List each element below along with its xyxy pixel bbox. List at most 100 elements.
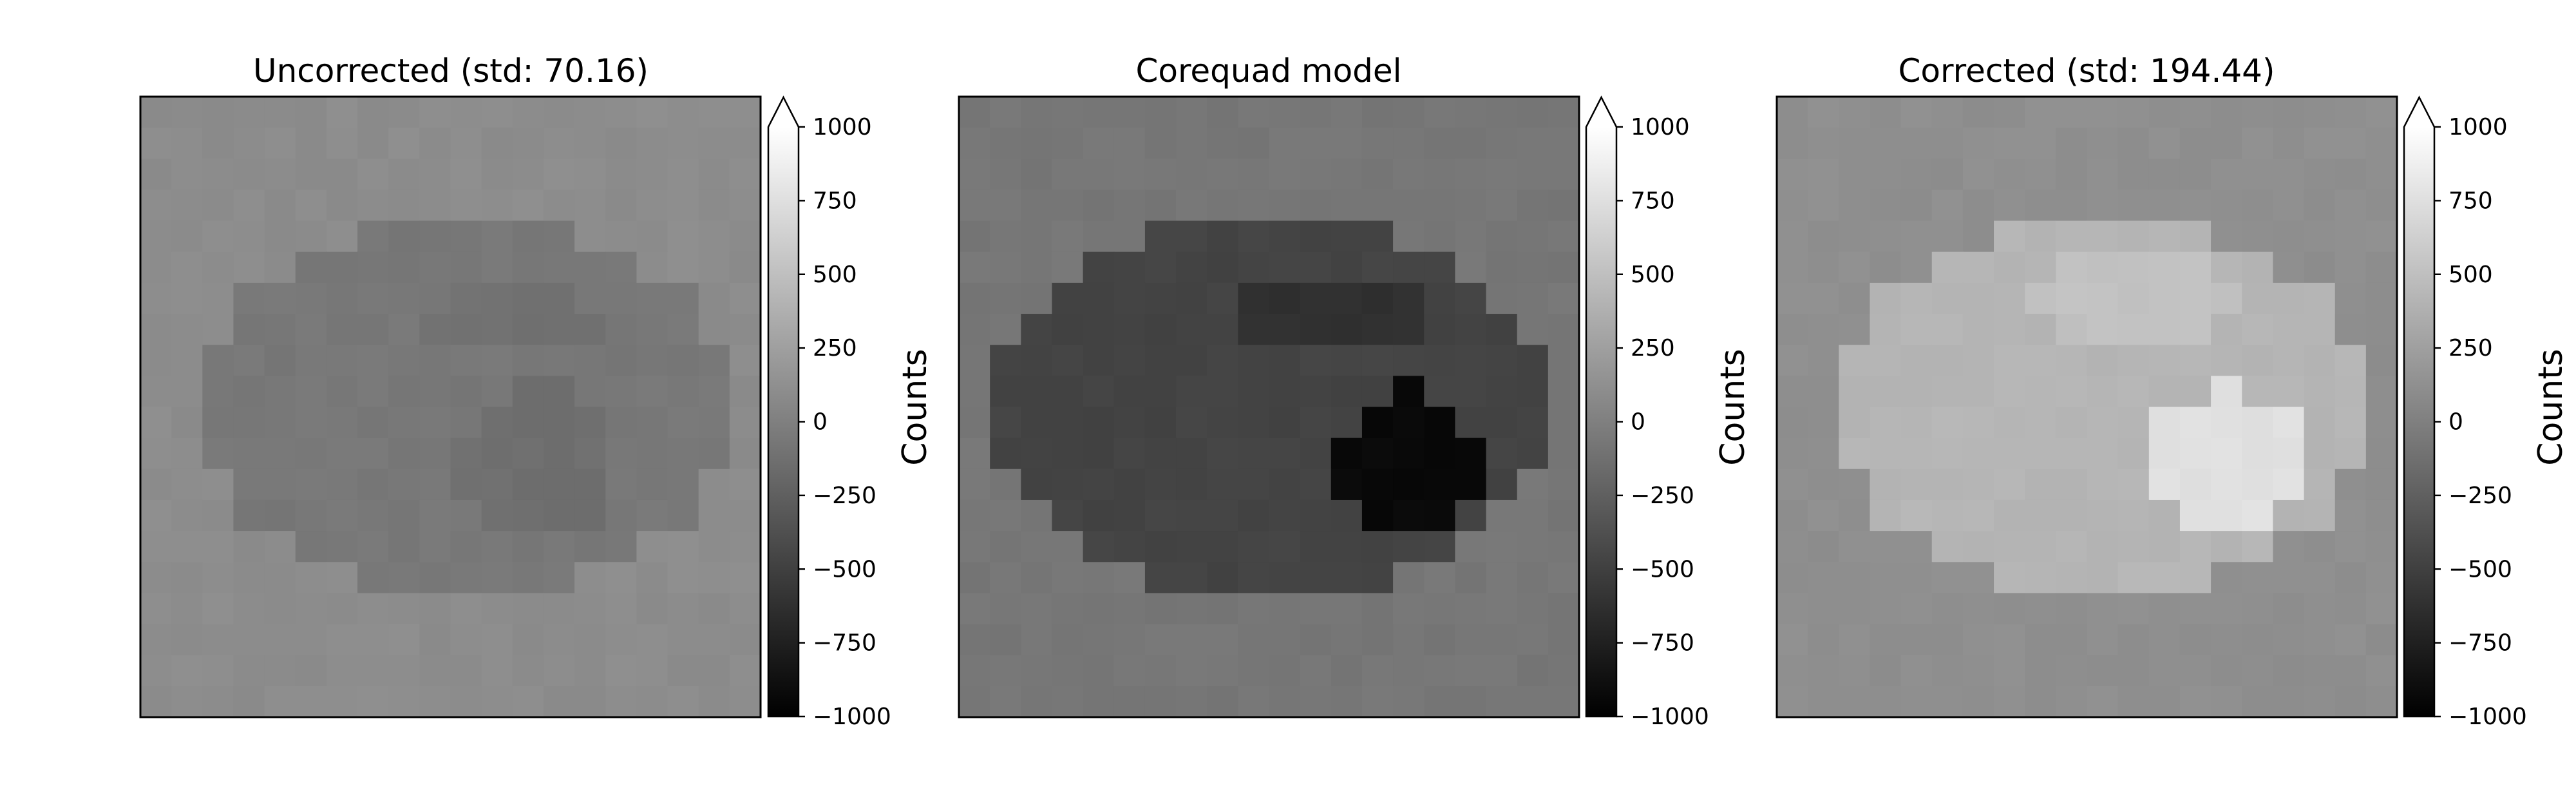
heatmap-cell bbox=[264, 189, 296, 222]
heatmap-cell bbox=[574, 686, 606, 718]
heatmap-cell bbox=[1176, 251, 1208, 284]
heatmap-cell bbox=[959, 251, 990, 284]
heatmap-cell bbox=[1962, 220, 1994, 253]
colorbar-tick-label: 750 bbox=[2448, 188, 2493, 214]
heatmap-cell bbox=[543, 376, 575, 408]
heatmap-cell bbox=[729, 562, 761, 593]
heatmap-cell bbox=[2148, 159, 2181, 191]
heatmap-cell bbox=[605, 562, 637, 593]
heatmap-cell bbox=[2304, 468, 2336, 501]
heatmap-cell bbox=[1486, 345, 1518, 376]
heatmap-cell bbox=[202, 531, 234, 563]
heatmap-cell bbox=[1393, 562, 1425, 593]
heatmap-cell bbox=[1238, 251, 1270, 284]
heatmap-cell bbox=[1176, 159, 1208, 191]
heatmap-cell bbox=[1962, 159, 1994, 191]
heatmap-cell bbox=[2087, 686, 2119, 718]
heatmap-cell bbox=[1839, 624, 1871, 656]
heatmap-cell bbox=[1113, 159, 1146, 191]
heatmap-cell bbox=[667, 97, 699, 128]
heatmap-cell bbox=[388, 159, 420, 191]
heatmap-cell bbox=[1021, 376, 1053, 408]
heatmap-cell bbox=[295, 593, 327, 625]
heatmap-cell bbox=[2056, 531, 2088, 563]
heatmap-cell bbox=[1839, 345, 1871, 376]
heatmap-cell bbox=[1238, 314, 1270, 345]
heatmap-cell bbox=[450, 128, 482, 159]
heatmap-cell bbox=[1176, 438, 1208, 470]
heatmap-cell bbox=[1331, 251, 1363, 284]
heatmap-cell bbox=[2025, 562, 2056, 593]
heatmap-cell bbox=[1962, 345, 1994, 376]
heatmap-cell bbox=[1052, 345, 1084, 376]
heatmap-cell bbox=[140, 468, 172, 501]
heatmap-cell bbox=[1269, 159, 1301, 191]
heatmap-cell bbox=[2179, 531, 2211, 563]
heatmap-cell bbox=[1455, 438, 1487, 470]
heatmap-cell bbox=[605, 438, 637, 470]
heatmap-cell bbox=[326, 128, 358, 159]
heatmap-cell bbox=[326, 655, 358, 687]
heatmap-cell bbox=[1455, 562, 1487, 593]
heatmap-cell bbox=[450, 407, 482, 439]
heatmap-cell bbox=[698, 97, 730, 128]
heatmap-cell bbox=[264, 220, 296, 253]
heatmap-cell bbox=[202, 314, 234, 345]
heatmap-cell bbox=[326, 499, 358, 532]
heatmap-cell bbox=[2117, 314, 2150, 345]
heatmap-cell bbox=[1548, 499, 1580, 532]
heatmap-cell bbox=[450, 593, 482, 625]
heatmap-cell bbox=[698, 314, 730, 345]
panel-corequad-model: Corequad model 1000 750 500 250 0 −250 −500 −75… bbox=[958, 52, 1752, 730]
heatmap-cell bbox=[1870, 686, 1902, 718]
heatmap-cell bbox=[481, 499, 513, 532]
heatmap-cell bbox=[1839, 562, 1871, 593]
heatmap-cell bbox=[512, 376, 544, 408]
heatmap-cell bbox=[2179, 128, 2211, 159]
heatmap-cell bbox=[1777, 407, 1808, 439]
heatmap-cell bbox=[1486, 624, 1518, 656]
heatmap-cell bbox=[959, 220, 990, 253]
heatmap-cell bbox=[698, 220, 730, 253]
heatmap-cell bbox=[698, 251, 730, 284]
heatmap-cell bbox=[959, 438, 990, 470]
heatmap-cell bbox=[2211, 407, 2242, 439]
heatmap-cell bbox=[2148, 624, 2181, 656]
heatmap-cell bbox=[2242, 655, 2273, 687]
colorbar-tick-label: −500 bbox=[2448, 556, 2512, 582]
heatmap-cell bbox=[1870, 189, 1902, 222]
heatmap-cell bbox=[140, 407, 172, 439]
heatmap-cell bbox=[990, 159, 1021, 191]
heatmap-cell bbox=[2365, 345, 2398, 376]
heatmap-cell bbox=[171, 345, 203, 376]
heatmap-cell bbox=[1870, 345, 1902, 376]
heatmap-cell bbox=[1300, 686, 1332, 718]
heatmap-cell bbox=[1994, 189, 2025, 222]
heatmap-cell bbox=[2211, 314, 2242, 345]
heatmap-cell bbox=[1331, 314, 1363, 345]
heatmap-cell bbox=[1052, 407, 1084, 439]
heatmap-cell bbox=[2087, 345, 2119, 376]
heatmap-cell bbox=[1083, 531, 1115, 563]
heatmap-cell bbox=[1994, 655, 2025, 687]
heatmap-cell bbox=[1994, 624, 2025, 656]
heatmap-cell bbox=[574, 624, 606, 656]
heatmap-cell bbox=[1962, 468, 1994, 501]
heatmap-cell bbox=[729, 438, 761, 470]
heatmap-cell bbox=[2211, 468, 2242, 501]
colorbar-tick-label: −750 bbox=[2448, 630, 2512, 657]
heatmap-cell bbox=[1361, 438, 1394, 470]
heatmap-cell bbox=[1455, 314, 1487, 345]
heatmap-cell bbox=[1113, 345, 1146, 376]
heatmap-cell bbox=[1486, 159, 1518, 191]
heatmap-cell bbox=[729, 407, 761, 439]
colorbar-tick-label: −1000 bbox=[813, 704, 891, 730]
colorbar-tick-label: −250 bbox=[1631, 483, 1694, 509]
heatmap-cell bbox=[1870, 376, 1902, 408]
heatmap-cell bbox=[357, 407, 389, 439]
heatmap-cell bbox=[698, 686, 730, 718]
heatmap-cell bbox=[512, 438, 544, 470]
heatmap-cell bbox=[419, 407, 451, 439]
heatmap-cell bbox=[233, 407, 265, 439]
heatmap-cell bbox=[2211, 251, 2242, 284]
